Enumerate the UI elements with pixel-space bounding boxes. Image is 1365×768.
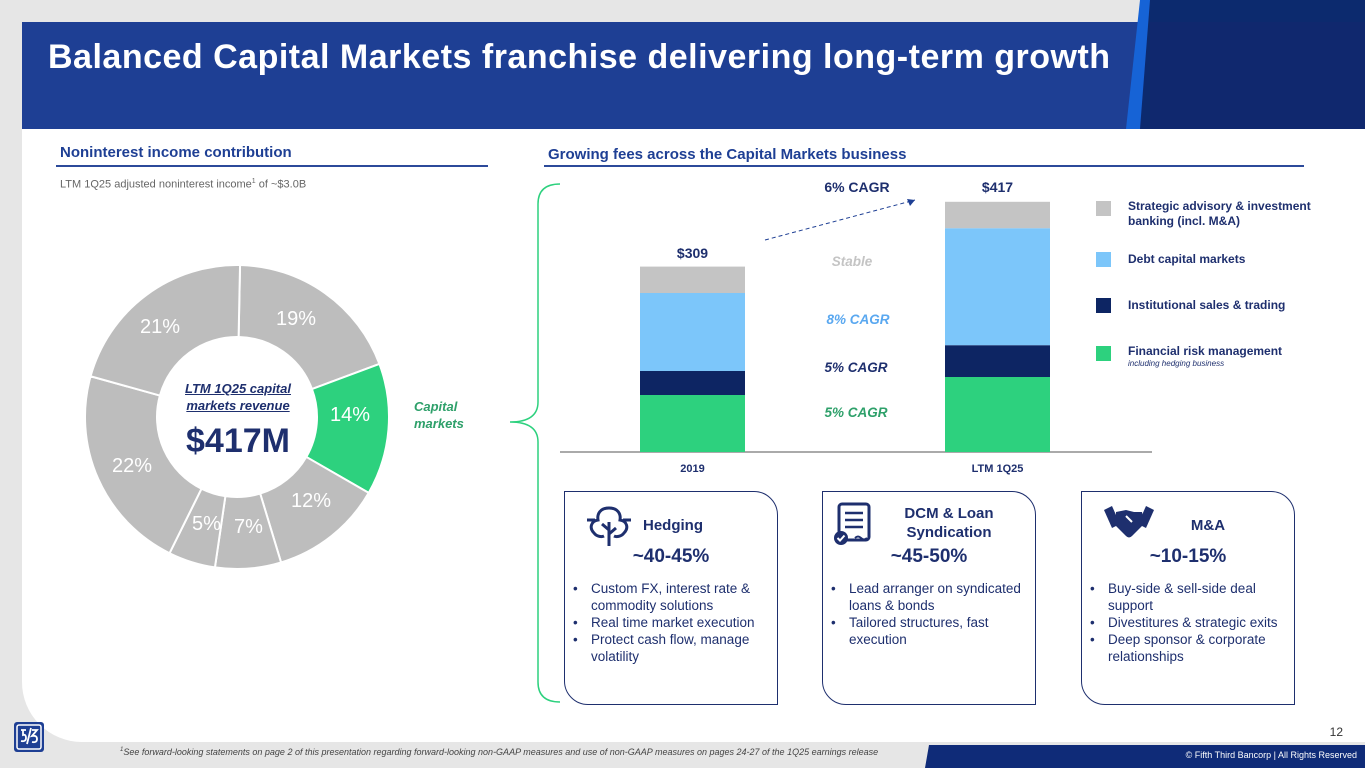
x-tick-label: 2019 [680, 463, 704, 475]
document-check-icon [834, 502, 871, 545]
bar-segment [640, 266, 745, 293]
donut-slice [237, 264, 381, 391]
donut-center-label: LTM 1Q25 capital markets revenue [185, 381, 291, 413]
legend-item-risk: Financial risk management including hedg… [1096, 344, 1282, 368]
legend-sublabel: including hedging business [1128, 359, 1225, 368]
legend-item-dcm: Debt capital markets [1096, 252, 1245, 267]
donut-hole [158, 338, 316, 496]
dcm-range: ~45-50% [890, 546, 968, 567]
cagr-annotation: Stable [832, 254, 873, 269]
bar-segment [640, 395, 745, 452]
list-item: Tailored structures, fast execution [831, 614, 1035, 648]
bar-segment [640, 371, 745, 395]
legend-swatch [1096, 201, 1111, 216]
legend-swatch [1096, 298, 1111, 313]
donut-slice-label: 21% [140, 316, 181, 338]
bar-segment [640, 293, 745, 371]
right-section-rule [544, 165, 1304, 167]
ma-box: M&A ~10-15% Buy-side & sell-side deal su… [1081, 491, 1295, 705]
bar-segment [945, 228, 1050, 346]
donut-slice [89, 264, 242, 397]
list-item: Divestitures & strategic exits [1090, 614, 1294, 631]
footer-bar [925, 745, 1365, 768]
donut-slice-label: 14% [330, 404, 371, 426]
legend-label: Financial risk management [1128, 344, 1283, 358]
cagr-arrow-line [764, 199, 916, 241]
page-number: 12 [1329, 725, 1343, 739]
hedging-title: Hedging [643, 517, 703, 534]
hedging-bullets: Custom FX, interest rate & commodity sol… [569, 580, 777, 665]
donut-slice-label: 22% [112, 455, 153, 477]
left-section-heading: Noninterest income contribution [60, 144, 292, 161]
legend-label: Institutional sales & trading [1128, 298, 1286, 312]
legend-label: Strategic advisory & investment banking … [1128, 199, 1311, 228]
copyright: © Fifth Third Bancorp | All Rights Reser… [1185, 750, 1357, 760]
list-item: Lead arranger on syndicated loans & bond… [831, 580, 1035, 614]
legend-swatch [1096, 346, 1111, 361]
dcm-title: DCM & Loan Syndication [904, 505, 994, 541]
total-label: $417 [982, 179, 1013, 195]
page-title: Balanced Capital Markets franchise deliv… [48, 38, 1111, 76]
donut-slice-label: 7% [234, 516, 263, 538]
legend-swatch [1096, 252, 1111, 267]
donut-slice [84, 375, 203, 555]
total-label: $309 [677, 245, 708, 261]
donut-slice-label: 19% [276, 308, 317, 330]
list-item: Deep sponsor & corporate relationships [1090, 631, 1294, 665]
capital-markets-label: Capital markets [414, 399, 464, 431]
fifth-third-logo [14, 722, 44, 752]
subnote: LTM 1Q25 adjusted noninterest income1 of… [60, 178, 307, 191]
cagr-annotation: 5% CAGR [824, 405, 887, 420]
tree-icon [587, 506, 631, 546]
donut-chart [82, 262, 392, 572]
list-item: Protect cash flow, manage volatility [573, 631, 777, 665]
legend-item-trading: Institutional sales & trading [1096, 298, 1285, 313]
donut-center-value: $417M [186, 422, 290, 460]
dcm-box: DCM & Loan Syndication ~45-50% Lead arra… [822, 491, 1036, 705]
bar-chart: 2019 $309 LTM 1Q25 $417 6% CAGR Stable 8% CAGR… [560, 179, 1152, 475]
handshake-icon [1104, 506, 1154, 538]
hedging-range: ~40-45% [632, 546, 710, 567]
bar-segment [945, 345, 1050, 377]
cagr-annotation: 6% CAGR [824, 179, 889, 195]
title-band [22, 22, 1342, 129]
hedging-box: Hedging ~40-45% Custom FX, interest rate… [564, 491, 778, 705]
x-tick-label: LTM 1Q25 [972, 463, 1024, 475]
list-item: Custom FX, interest rate & commodity sol… [573, 580, 777, 614]
bracket [509, 183, 560, 703]
ma-range: ~10-15% [1149, 546, 1227, 567]
logo-icon [16, 724, 42, 750]
footnote: 1See forward-looking statements on page … [120, 747, 879, 757]
donut-slice-label: 5% [192, 513, 221, 535]
ma-bullets: Buy-side & sell-side deal support Divest… [1086, 580, 1294, 665]
cagr-arrow-head [907, 199, 915, 206]
donut-slice-label: 12% [291, 490, 332, 512]
list-item: Real time market execution [573, 614, 777, 631]
legend-item-advisory: Strategic advisory & investment banking … [1096, 199, 1343, 229]
left-section-rule [56, 165, 488, 167]
bar-segment [945, 201, 1050, 229]
ma-title: M&A [1190, 517, 1226, 534]
cagr-annotation: 8% CAGR [826, 312, 889, 327]
legend-text-block: Financial risk management including hedg… [1128, 344, 1282, 368]
bar-segment [945, 377, 1050, 452]
right-section-heading: Growing fees across the Capital Markets … [548, 146, 907, 163]
dcm-bullets: Lead arranger on syndicated loans & bond… [827, 580, 1035, 648]
legend-label: Debt capital markets [1128, 252, 1246, 266]
title-band-accent-fill [1150, 22, 1365, 129]
list-item: Buy-side & sell-side deal support [1090, 580, 1294, 614]
cagr-annotation: 5% CAGR [824, 360, 887, 375]
